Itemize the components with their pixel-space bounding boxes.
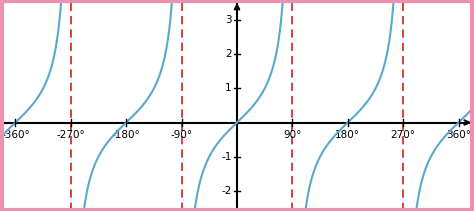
Text: -90°: -90° — [171, 130, 192, 140]
Text: 2: 2 — [225, 49, 231, 60]
Text: 1: 1 — [225, 84, 231, 93]
Text: 3: 3 — [225, 15, 231, 25]
Text: -360°: -360° — [1, 130, 30, 140]
Text: 270°: 270° — [391, 130, 416, 140]
Text: 180°: 180° — [335, 130, 360, 140]
Text: -270°: -270° — [56, 130, 85, 140]
Text: -2: -2 — [221, 186, 231, 196]
Text: -180°: -180° — [112, 130, 141, 140]
Text: 360°: 360° — [446, 130, 471, 140]
Text: 90°: 90° — [283, 130, 301, 140]
Text: -1: -1 — [221, 151, 231, 162]
